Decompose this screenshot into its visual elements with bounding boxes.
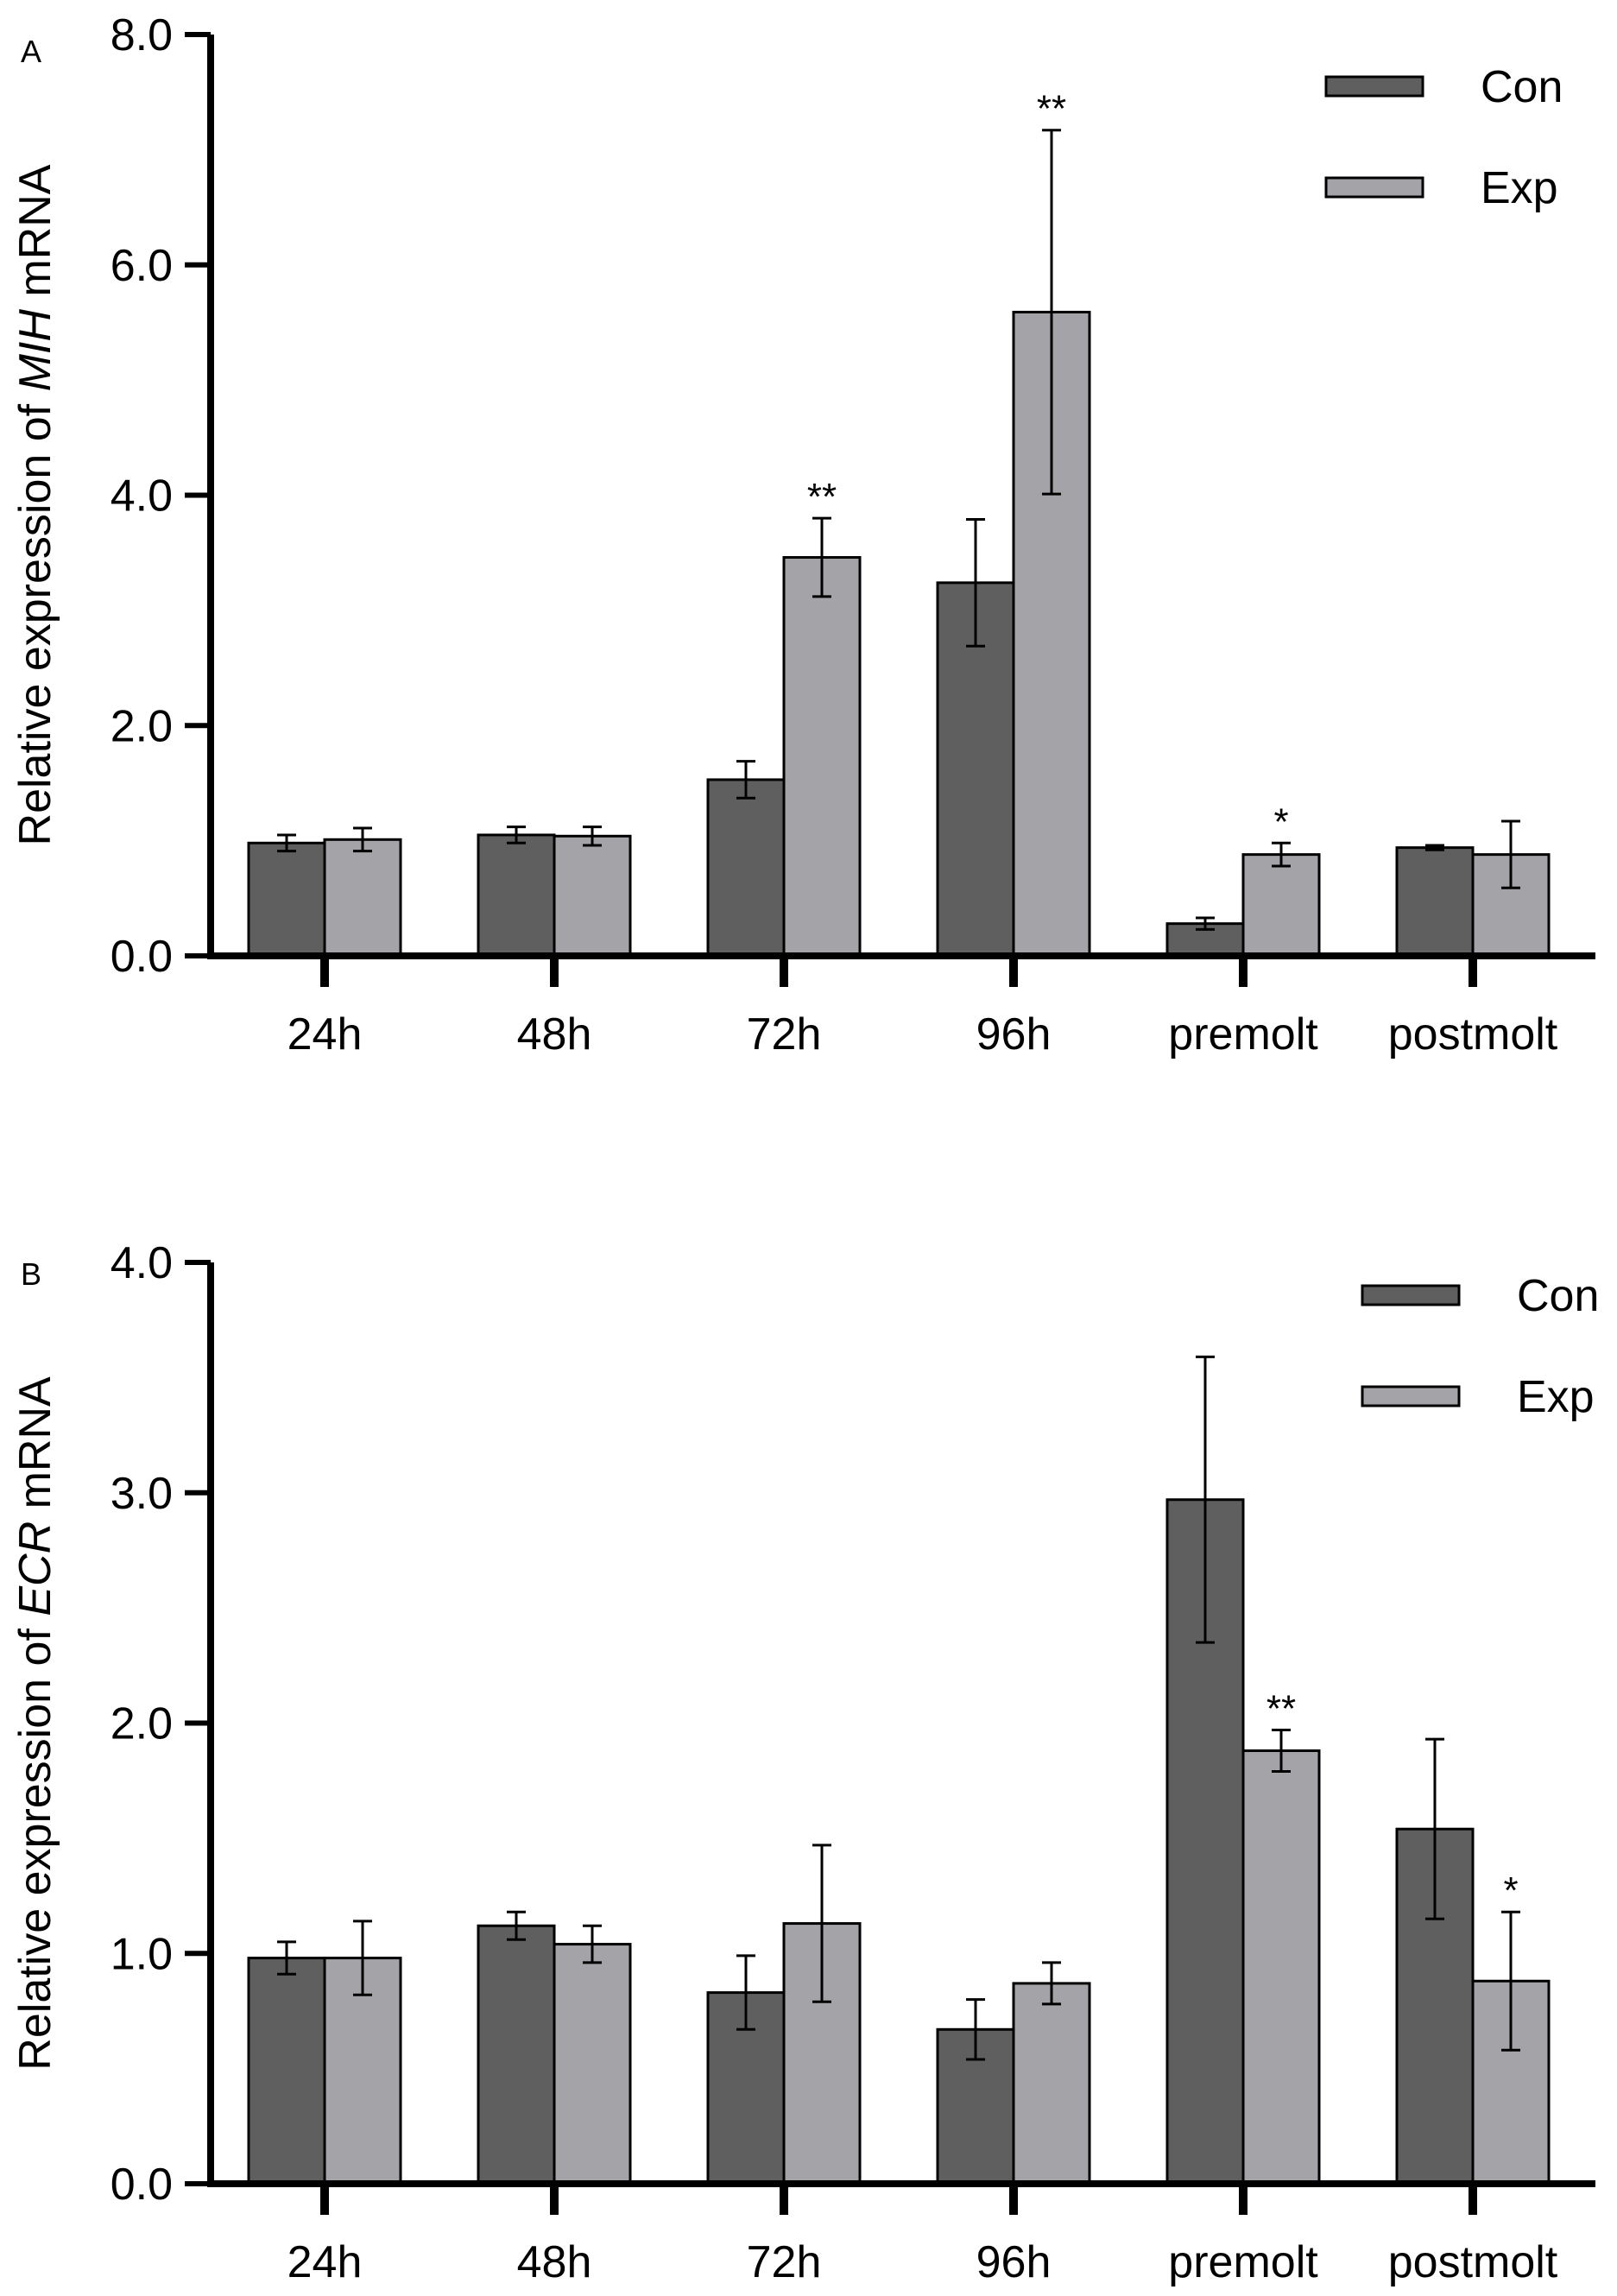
y-axis-label: Relative expression of MIH mRNA <box>10 164 60 845</box>
legend-swatch-exp <box>1361 1385 1461 1407</box>
error-bar-con-24h <box>277 833 296 853</box>
error-bar-con-72h <box>736 1954 755 2031</box>
legend-label-exp: Exp <box>1481 163 1558 213</box>
bar-con-24h <box>247 1957 326 2185</box>
y-tick-label: 2.0 <box>111 701 173 751</box>
error-bar-exp-96h <box>1042 1961 1061 2006</box>
legend-swatch-exp <box>1324 176 1424 199</box>
x-tick-label-72h: 72h <box>747 1009 822 1059</box>
bar-con-48h <box>477 833 556 958</box>
y-tick-label: 2.0 <box>111 1699 173 1749</box>
bar-exp-24h <box>323 1957 402 2185</box>
bar-exp-premolt <box>1241 1749 1321 2185</box>
bar-con-72h <box>706 778 786 958</box>
bar-con-48h <box>477 1924 556 2185</box>
error-bar-exp-48h <box>583 1924 602 1964</box>
y-tick-label: 1.0 <box>111 1929 173 1979</box>
y-axis-label: Relative expression of ECR mRNA <box>10 1376 60 2071</box>
significance-marker: * <box>1273 800 1288 843</box>
x-tick-label-48h: 48h <box>517 1009 592 1059</box>
error-bar-con-96h <box>966 1998 985 2061</box>
bar-con-postmolt <box>1395 846 1475 958</box>
legend-label-con: Con <box>1481 62 1563 112</box>
legend: Con Exp <box>1361 1271 1599 1422</box>
panel-letter: A <box>21 34 41 69</box>
x-tick-label-72h: 72h <box>747 2237 822 2287</box>
panel-letter: B <box>21 1256 41 1292</box>
x-tick-label-96h: 96h <box>976 1009 1052 1059</box>
x-tick-label-premolt: premolt <box>1168 1009 1318 1059</box>
bar-exp-premolt <box>1241 853 1321 958</box>
error-bar-exp-72h <box>812 1844 831 2003</box>
error-bar-exp-48h <box>583 825 602 847</box>
error-bar-exp-24h <box>353 1920 372 1996</box>
legend-swatch-con <box>1324 75 1424 98</box>
legend: Con Exp <box>1324 62 1563 213</box>
error-bar-con-premolt <box>1196 1355 1215 1644</box>
error-bar-con-48h <box>507 1910 526 1941</box>
error-bar-con-postmolt <box>1425 1737 1444 1920</box>
y-tick-label: 8.0 <box>111 10 173 60</box>
bar-con-24h <box>247 841 326 958</box>
x-tick-label-24h: 24h <box>287 1009 363 1059</box>
error-bar-exp-premolt <box>1272 841 1291 868</box>
x-tick-label-postmolt: postmolt <box>1388 2237 1558 2287</box>
error-bar-con-48h <box>507 825 526 844</box>
y-tick-label: 0.0 <box>111 932 173 982</box>
x-tick-label-24h: 24h <box>287 2237 363 2287</box>
x-tick-label-premolt: premolt <box>1168 2237 1318 2287</box>
y-tick-label: 3.0 <box>111 1469 173 1519</box>
y-tick-label: 4.0 <box>111 471 173 522</box>
legend-label-con: Con <box>1517 1271 1599 1321</box>
x-tick-label-postmolt: postmolt <box>1388 1009 1558 1059</box>
error-bar-con-postmolt <box>1425 844 1444 851</box>
bar-exp-96h <box>1012 1982 1091 2185</box>
error-bar-exp-postmolt <box>1501 819 1520 889</box>
y-tick-label: 4.0 <box>111 1238 173 1288</box>
x-tick-label-96h: 96h <box>976 2237 1052 2287</box>
bar-exp-24h <box>323 838 402 958</box>
y-tick-label: 0.0 <box>111 2160 173 2210</box>
error-bar-exp-24h <box>353 826 372 853</box>
significance-marker: ** <box>1037 88 1066 130</box>
legend-label-exp: Exp <box>1517 1372 1595 1422</box>
x-tick-label-48h: 48h <box>517 2237 592 2287</box>
error-bar-exp-72h <box>812 516 831 598</box>
error-bar-exp-96h <box>1042 129 1061 496</box>
error-bar-exp-premolt <box>1272 1729 1291 1774</box>
error-bar-exp-postmolt <box>1501 1910 1520 2052</box>
legend-swatch-con <box>1361 1284 1461 1306</box>
bar-exp-72h <box>782 556 862 958</box>
error-bar-con-72h <box>736 760 755 800</box>
significance-marker: * <box>1503 1869 1518 1912</box>
significance-marker: ** <box>1266 1688 1296 1730</box>
y-tick-label: 6.0 <box>111 241 173 291</box>
error-bar-con-96h <box>966 518 985 648</box>
bar-exp-48h <box>553 834 632 958</box>
significance-marker: ** <box>807 476 837 518</box>
error-bar-con-24h <box>277 1940 296 1976</box>
bar-exp-48h <box>553 1943 632 2185</box>
error-bar-con-premolt <box>1196 916 1215 931</box>
